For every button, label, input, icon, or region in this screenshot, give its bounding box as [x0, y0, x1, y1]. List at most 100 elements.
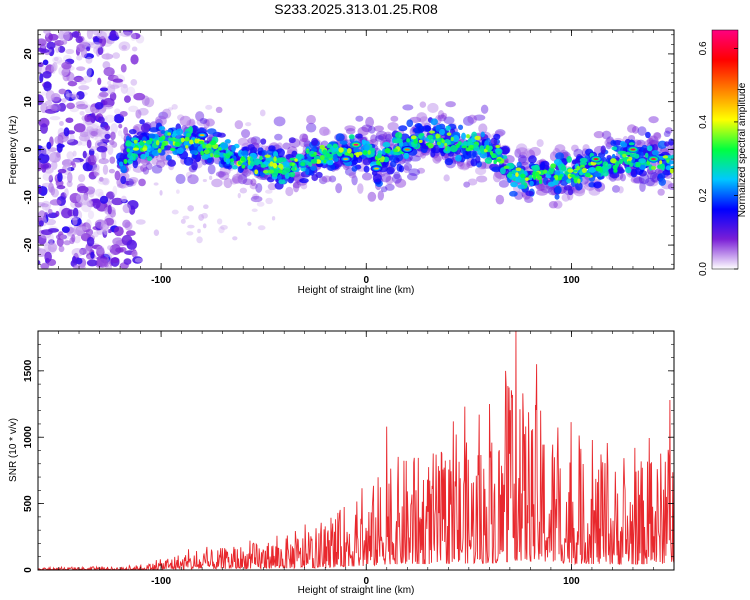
heatmap-cell	[294, 158, 298, 162]
heatmap-cell	[256, 201, 265, 207]
heatmap-cell	[429, 130, 436, 134]
heatmap-cell	[215, 149, 219, 153]
heatmap-cell	[215, 106, 223, 114]
heatmap-cell	[292, 181, 301, 189]
heatmap-cell	[206, 128, 217, 135]
heatmap-cell	[662, 155, 669, 159]
heatmap-cell	[610, 158, 617, 164]
heatmap-cell	[81, 247, 91, 255]
heatmap-cell	[305, 168, 310, 176]
heatmap-cell	[259, 109, 266, 117]
heatmap-cell	[538, 179, 543, 184]
heatmap-cell	[43, 81, 52, 92]
heatmap-cell	[273, 156, 277, 162]
heatmap-cell	[466, 134, 470, 139]
heatmap-cell	[455, 143, 460, 149]
heatmap-cell	[528, 155, 537, 164]
heatmap-cell	[480, 104, 489, 114]
heatmap-cell	[418, 139, 423, 144]
heatmap-cell	[664, 141, 670, 147]
heatmap-cell	[115, 30, 123, 38]
colorbar-gradient	[711, 29, 739, 270]
y-tick-label: -10	[23, 190, 34, 205]
heatmap-peak	[630, 148, 636, 151]
heatmap-cell	[332, 153, 338, 160]
heatmap-cell	[42, 172, 54, 181]
heatmap-cell	[631, 126, 640, 134]
heatmap-cell	[376, 153, 382, 159]
heatmap-cell	[96, 31, 107, 39]
heatmap-cell	[171, 209, 179, 215]
chart-title: S233.2025.313.01.25.R08	[274, 1, 438, 17]
heatmap-cell	[367, 191, 377, 202]
heatmap-cell	[357, 126, 369, 136]
heatmap-cell	[237, 137, 249, 146]
heatmap-cell	[123, 95, 131, 103]
colorbar-tick-label: 0.0	[698, 262, 709, 276]
heatmap-cell	[86, 123, 99, 131]
heatmap-cell	[380, 186, 388, 193]
heatmap-cell	[633, 177, 645, 184]
heatmap-cell	[659, 160, 663, 165]
heatmap-cell	[495, 194, 505, 205]
heatmap-cell	[47, 208, 53, 214]
heatmap-cell	[461, 132, 466, 140]
heatmap-cell	[96, 245, 105, 255]
heatmap-cell	[311, 174, 319, 182]
heatmap-cell	[61, 30, 70, 42]
heatmap-cell	[158, 126, 166, 131]
heatmap-cell	[357, 183, 364, 194]
heatmap-cell	[579, 161, 587, 166]
heatmap-cell	[112, 78, 124, 83]
heatmap-cell	[435, 124, 441, 132]
heatmap-cell	[61, 98, 67, 103]
heatmap-cell	[97, 127, 106, 134]
heatmap-cell	[539, 161, 546, 170]
heatmap-cell	[245, 122, 252, 127]
heatmap-cell	[121, 195, 127, 203]
heatmap-cell	[131, 250, 139, 258]
heatmap-cell	[90, 251, 95, 259]
heatmap-cell	[367, 150, 371, 155]
heatmap-cell	[180, 218, 186, 224]
heatmap-cell	[66, 102, 76, 110]
heatmap-cell	[322, 128, 331, 136]
heatmap-cell	[374, 135, 385, 142]
heatmap-cell	[408, 168, 421, 177]
heatmap-cell	[225, 157, 231, 165]
heatmap-cell	[265, 156, 274, 162]
heatmap-cell	[112, 185, 118, 197]
heatmap-cell	[335, 183, 343, 194]
heatmap-cell	[355, 115, 364, 122]
heatmap-cell	[611, 185, 621, 193]
heatmap-cell	[107, 204, 112, 215]
heatmap-cell	[186, 231, 194, 236]
heatmap-cell	[66, 151, 74, 160]
heatmap-cell	[62, 137, 75, 143]
heatmap-cell	[94, 152, 100, 162]
heatmap-cell	[202, 143, 206, 149]
heatmap-cell	[210, 140, 217, 146]
heatmap-cell	[71, 94, 80, 100]
heatmap-cell	[48, 33, 59, 41]
heatmap-cell	[653, 132, 662, 141]
heatmap-cell	[310, 165, 317, 171]
heatmap-cell	[55, 210, 60, 217]
heatmap-cell	[102, 164, 109, 175]
heatmap-peak	[404, 148, 410, 151]
heatmap-cell	[44, 251, 52, 263]
heatmap-cell	[476, 175, 488, 183]
heatmap-cell	[403, 165, 410, 174]
heatmap-cell	[651, 149, 659, 156]
heatmap-cell	[111, 141, 118, 148]
heatmap-cell	[229, 178, 238, 185]
heatmap-cell	[455, 154, 462, 162]
heatmap-cell	[561, 193, 571, 202]
heatmap-cell	[72, 217, 78, 226]
heatmap-cell	[65, 48, 75, 55]
heatmap-cell	[128, 129, 137, 135]
heatmap-cell	[75, 36, 83, 44]
heatmap-cell	[105, 191, 115, 200]
heatmap-cell	[142, 147, 148, 152]
heatmap-cell	[65, 117, 74, 123]
